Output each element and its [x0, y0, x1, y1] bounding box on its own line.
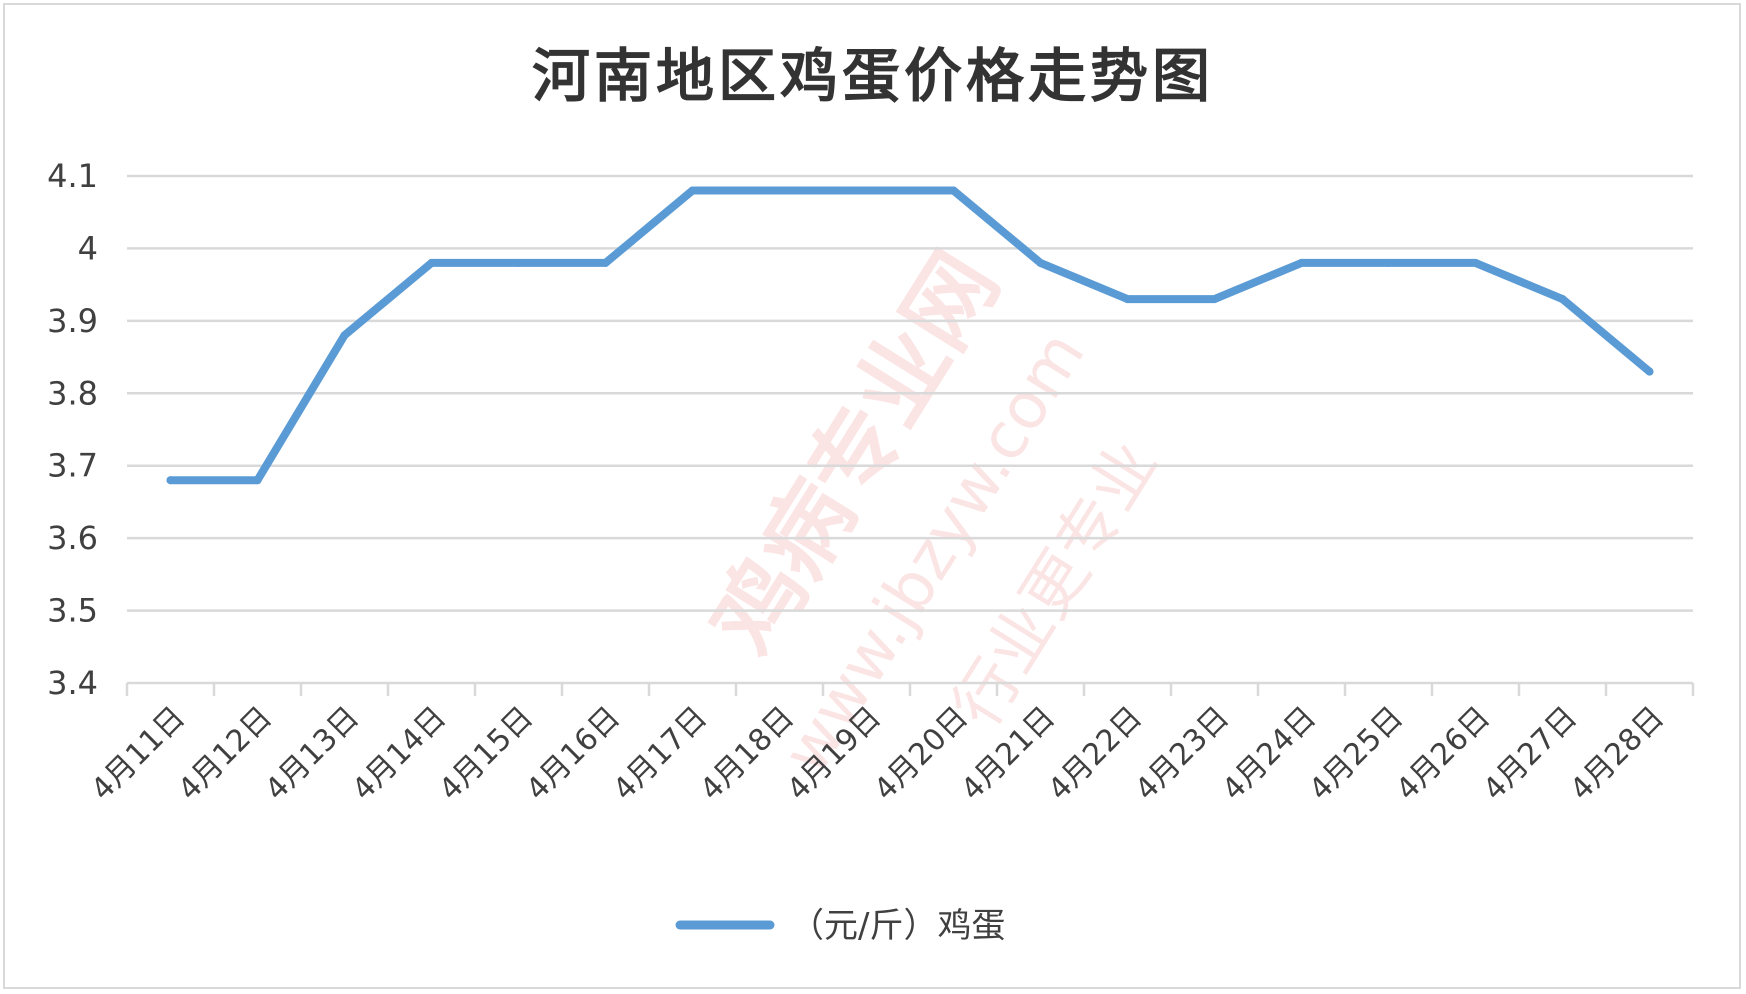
legend: （元/斤）鸡蛋 [675, 906, 1005, 946]
data-point [1210, 295, 1219, 304]
data-point [1645, 367, 1654, 376]
data-point [340, 331, 349, 340]
x-tick-label: 4月27日 [1476, 700, 1584, 808]
y-tick-label: 4 [78, 229, 98, 267]
data-point [253, 476, 262, 485]
y-tick-label: 3.9 [47, 302, 98, 340]
x-tick-label: 4月22日 [1041, 700, 1149, 808]
y-tick-label: 3.7 [47, 447, 98, 485]
data-point [514, 258, 523, 267]
x-tick-label: 4月23日 [1128, 700, 1236, 808]
data-point [1384, 258, 1393, 267]
data-point [1471, 258, 1480, 267]
y-tick-label: 4.1 [47, 157, 98, 195]
series-layer [166, 186, 1654, 485]
y-tick-label: 3.4 [47, 664, 98, 702]
x-tick-label: 4月14日 [345, 700, 453, 808]
x-tick-label: 4月20日 [867, 700, 975, 808]
data-point [949, 186, 958, 195]
x-tick-label: 4月16日 [519, 700, 627, 808]
x-tick-label: 4月25日 [1302, 700, 1410, 808]
x-tick-label: 4月15日 [432, 700, 540, 808]
chart-title: 河南地区鸡蛋价格走势图 [532, 42, 1214, 110]
x-tick-label: 4月28日 [1563, 700, 1671, 808]
data-point [1297, 258, 1306, 267]
y-axis: 3.4 3.5 3.6 3.7 3.8 3.9 4 4.1 [47, 157, 98, 702]
data-point [688, 186, 697, 195]
data-point [1558, 295, 1567, 304]
y-tick-label: 3.5 [47, 592, 98, 630]
data-point [1036, 258, 1045, 267]
data-point [862, 186, 871, 195]
x-axis: 4月11日4月12日4月13日4月14日4月15日4月16日4月17日4月18日… [84, 683, 1695, 808]
x-tick-label: 4月17日 [606, 700, 714, 808]
x-tick-label: 4月26日 [1389, 700, 1497, 808]
data-point [601, 258, 610, 267]
series-line [166, 186, 1654, 485]
legend-label: （元/斤）鸡蛋 [790, 906, 1005, 946]
data-point [775, 186, 784, 195]
x-tick-label: 4月13日 [258, 700, 366, 808]
data-point [166, 476, 175, 485]
y-tick-label: 3.8 [47, 374, 98, 412]
data-point [427, 258, 436, 267]
chart-frame [3, 3, 1741, 989]
x-tick-label: 4月11日 [84, 700, 192, 808]
x-tick-label: 4月12日 [171, 700, 279, 808]
y-tick-label: 3.6 [47, 519, 98, 557]
data-point [1123, 295, 1132, 304]
x-tick-label: 4月24日 [1215, 700, 1323, 808]
